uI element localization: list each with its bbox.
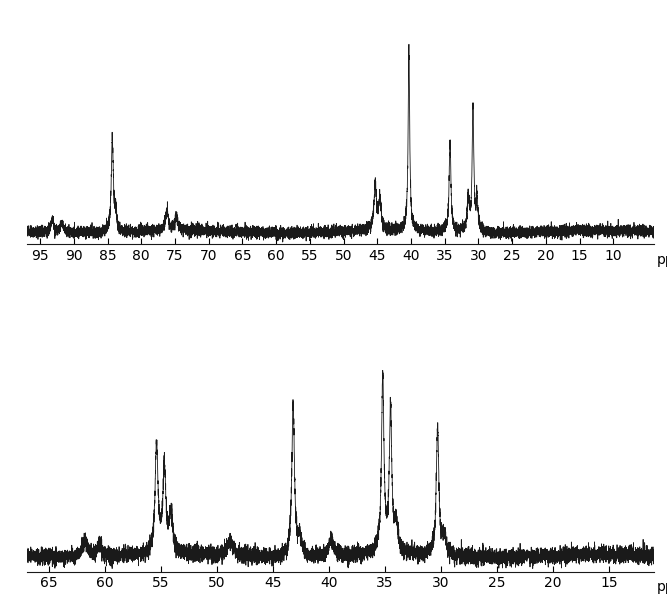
Text: ppm: ppm: [657, 253, 667, 267]
Text: ppm: ppm: [657, 580, 667, 595]
